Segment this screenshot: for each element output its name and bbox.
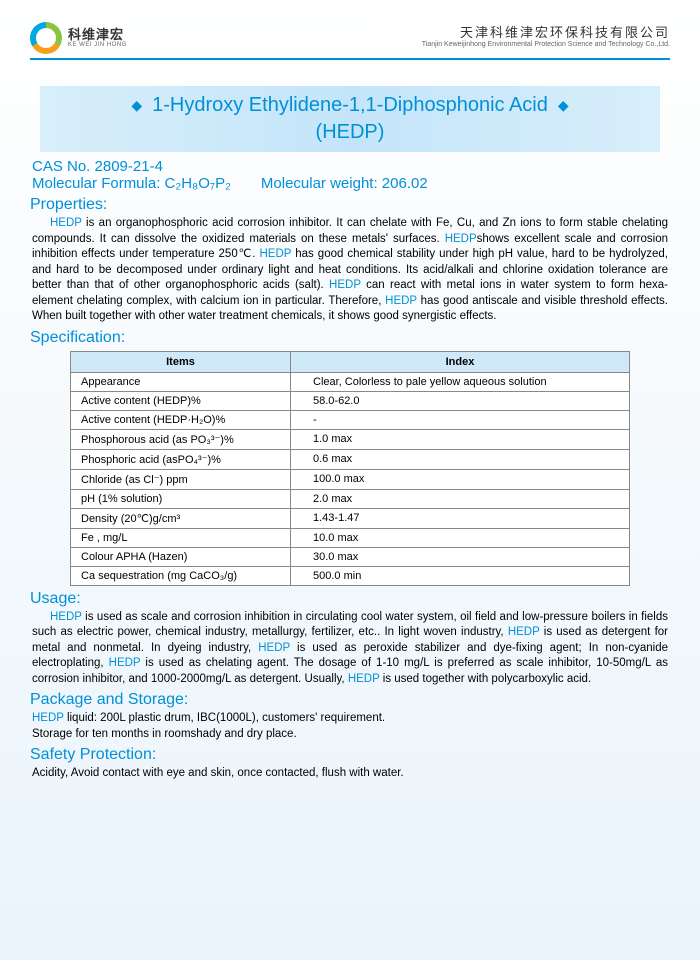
diamond-right-icon: ◆ [558, 97, 569, 114]
usage-paragraph: HEDP is used as scale and corrosion inhi… [30, 610, 670, 688]
table-row: Active content (HEDP)%58.0-62.0 [71, 391, 630, 410]
cell-item: Colour APHA (Hazen) [71, 547, 291, 566]
table-row: Phosphoric acid (asPO₄³⁻)%0.6 max [71, 449, 630, 469]
cell-index: Clear, Colorless to pale yellow aqueous … [291, 372, 630, 391]
cell-item: Density (20℃)g/cm³ [71, 508, 291, 528]
txt: Storage for ten months in roomshady and … [32, 728, 297, 740]
col-index: Index [291, 351, 630, 372]
logo-icon [30, 22, 62, 54]
table-row: Colour APHA (Hazen)30.0 max [71, 547, 630, 566]
meta-block: CAS No. 2809-21-4 Molecular Formula: C₂H… [30, 158, 670, 192]
hl: HEDP [258, 642, 290, 654]
txt: Acidity, Avoid contact with eye and skin… [32, 767, 404, 779]
logo-en: KE WEI JIN HONG [68, 42, 127, 48]
cell-index: 0.6 max [291, 449, 630, 469]
molecular-formula: Molecular Formula: C₂H₈O₇P₂ [32, 175, 231, 192]
txt: liquid: 200L plastic drum, IBC(1000L), c… [64, 712, 385, 724]
usage-heading: Usage: [30, 590, 670, 608]
logo-text: 科维津宏 KE WEI JIN HONG [68, 28, 127, 48]
diamond-left-icon: ◆ [131, 97, 142, 114]
hl: HEDP [109, 657, 141, 669]
company-block: 天津科维津宏环保科技有限公司 Tianjin Keweijinhong Envi… [422, 22, 670, 48]
safety-heading: Safety Protection: [30, 746, 670, 764]
company-name-cn: 天津科维津宏环保科技有限公司 [422, 22, 670, 41]
col-items: Items [71, 351, 291, 372]
cell-index: 1.43-1.47 [291, 508, 630, 528]
hl: HEDP [348, 673, 380, 685]
cas-number: CAS No. 2809-21-4 [32, 158, 668, 175]
hl: HEDP [508, 626, 540, 638]
hl: HEDP [385, 295, 417, 307]
cell-item: Phosphorous acid (as PO₃³⁻)% [71, 429, 291, 449]
cell-item: Phosphoric acid (asPO₄³⁻)% [71, 449, 291, 469]
specification-table: Items Index AppearanceClear, Colorless t… [70, 351, 630, 586]
table-row: pH (1% solution)2.0 max [71, 489, 630, 508]
table-row: Ca sequestration (mg CaCO₃/g)500.0 min [71, 566, 630, 585]
table-row: Fe , mg/L10.0 max [71, 528, 630, 547]
logo-cn: 科维津宏 [68, 28, 127, 42]
page-header: 科维津宏 KE WEI JIN HONG 天津科维津宏环保科技有限公司 Tian… [30, 22, 670, 60]
table-header-row: Items Index [71, 351, 630, 372]
properties-heading: Properties: [30, 196, 670, 214]
table-row: Active content (HEDP·H₂O)%- [71, 410, 630, 429]
table-row: Phosphorous acid (as PO₃³⁻)%1.0 max [71, 429, 630, 449]
cell-index: 2.0 max [291, 489, 630, 508]
safety-paragraph: Acidity, Avoid contact with eye and skin… [30, 766, 670, 782]
table-row: Chloride (as Cl⁻) ppm100.0 max [71, 469, 630, 489]
cell-index: 58.0-62.0 [291, 391, 630, 410]
cell-index: 30.0 max [291, 547, 630, 566]
meta-row2: Molecular Formula: C₂H₈O₇P₂ Molecular we… [32, 175, 668, 192]
title-banner: ◆ 1-Hydroxy Ethylidene-1,1-Diphosphonic … [40, 86, 660, 152]
cell-index: 10.0 max [291, 528, 630, 547]
cell-item: pH (1% solution) [71, 489, 291, 508]
package-paragraph: HEDP liquid: 200L plastic drum, IBC(1000… [30, 711, 670, 742]
cell-index: - [291, 410, 630, 429]
hl: HEDP [259, 248, 291, 260]
hl: HEDP [50, 217, 82, 229]
cell-index: 1.0 max [291, 429, 630, 449]
cell-item: Active content (HEDP·H₂O)% [71, 410, 291, 429]
cell-item: Active content (HEDP)% [71, 391, 291, 410]
cell-index: 100.0 max [291, 469, 630, 489]
cell-index: 500.0 min [291, 566, 630, 585]
hl: HEDP [32, 712, 64, 724]
title-line1: 1-Hydroxy Ethylidene-1,1-Diphosphonic Ac… [152, 94, 548, 117]
title-line1-row: ◆ 1-Hydroxy Ethylidene-1,1-Diphosphonic … [46, 94, 654, 117]
properties-paragraph: HEDP is an organophosphoric acid corrosi… [30, 216, 670, 325]
molecular-weight: Molecular weight: 206.02 [261, 175, 428, 192]
cell-item: Appearance [71, 372, 291, 391]
table-row: Density (20℃)g/cm³1.43-1.47 [71, 508, 630, 528]
cell-item: Fe , mg/L [71, 528, 291, 547]
page-root: 科维津宏 KE WEI JIN HONG 天津科维津宏环保科技有限公司 Tian… [0, 0, 700, 960]
logo-block: 科维津宏 KE WEI JIN HONG [30, 22, 127, 54]
hl: HEDP [50, 611, 82, 623]
package-heading: Package and Storage: [30, 691, 670, 709]
table-row: AppearanceClear, Colorless to pale yello… [71, 372, 630, 391]
specification-heading: Specification: [30, 329, 670, 347]
title-line2: (HEDP) [46, 121, 654, 144]
hl: HEDP [445, 233, 477, 245]
hl: HEDP [329, 279, 361, 291]
company-name-en: Tianjin Keweijinhong Environmental Prote… [422, 41, 670, 48]
txt: is used together with polycarboxylic aci… [380, 673, 592, 685]
cell-item: Chloride (as Cl⁻) ppm [71, 469, 291, 489]
cell-item: Ca sequestration (mg CaCO₃/g) [71, 566, 291, 585]
